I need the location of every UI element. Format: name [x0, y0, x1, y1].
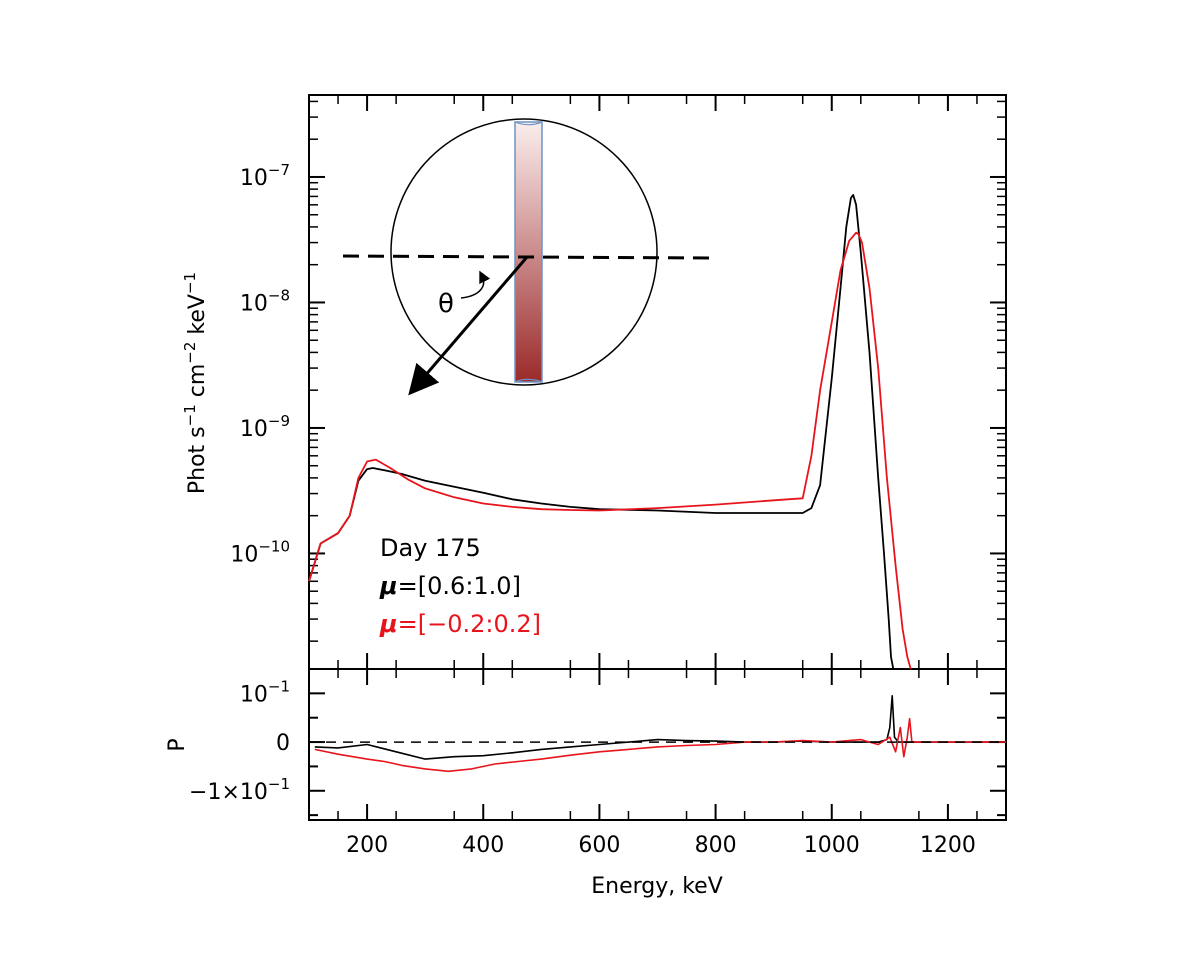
y-label-unit: Phot s: [185, 426, 210, 494]
polarization-series-red: [314, 717, 1006, 773]
x-tick-label: 400: [462, 833, 504, 858]
y-tick-base: 10: [240, 682, 268, 707]
y-tick-base: −1×10: [189, 780, 268, 805]
y-tick-label: 10−7: [240, 161, 290, 191]
legend-title: Day 175: [380, 534, 481, 562]
polarization-series-black: [314, 694, 1006, 760]
x-axis-label: Energy, keV: [591, 874, 723, 899]
y-label-unit: keV: [185, 294, 210, 342]
y-tick-exponent: −10: [258, 537, 290, 555]
geometry-inset: θ: [342, 118, 711, 396]
y-tick-base: 10: [240, 166, 268, 191]
y-label-exponent: −2: [181, 342, 199, 364]
flux-series-red: [308, 231, 912, 670]
y-tick-label: 10−8: [240, 286, 290, 316]
legend-range-text: =[0.6:1.0]: [398, 572, 521, 600]
y-tick-label: 10−9: [240, 412, 290, 442]
y-tick-label: 10−10: [230, 537, 290, 567]
x-tick-labels: 200 400 600 800 1000 1200: [346, 833, 976, 858]
y-label-exponent: −1: [181, 272, 199, 294]
inset-theta-label: θ: [438, 289, 454, 319]
flux-series-black: [308, 193, 895, 670]
x-tick-label: 200: [346, 833, 388, 858]
y-tick-base: 10: [240, 417, 268, 442]
legend-entry-red: μ=[−0.2:0.2]: [379, 610, 541, 638]
y-tick-base: 10: [240, 291, 268, 316]
legend-entry-black: μ=[0.6:1.0]: [379, 572, 521, 600]
inset-slab: [514, 121, 543, 383]
y-label-exponent: −1: [181, 404, 199, 426]
x-tick-label: 1000: [804, 833, 860, 858]
y-tick-exponent: −7: [268, 161, 290, 179]
inset-angle-arc: [460, 270, 491, 299]
inset-slab-outline: [514, 121, 543, 383]
legend-mu-symbol: μ: [379, 610, 398, 638]
y-tick-label: 10−1: [240, 677, 290, 707]
bottom-y-axis-label: P: [165, 738, 190, 751]
legend-mu-symbol: μ: [379, 572, 398, 600]
legend: Day 175 μ=[0.6:1.0] μ=[−0.2:0.2]: [379, 534, 541, 638]
y-tick-exponent: −8: [268, 286, 290, 304]
bottom-panel-frame: [308, 668, 1007, 821]
y-label-unit: cm: [185, 364, 210, 405]
y-tick-label: 0: [276, 731, 290, 756]
x-tick-label: 800: [695, 833, 737, 858]
tick-marks: [309, 95, 1006, 820]
legend-range-text: =[−0.2:0.2]: [398, 610, 541, 638]
bottom-y-tick-labels: 10−10−1×10−1: [189, 677, 290, 804]
y-tick-exponent: −1: [268, 677, 290, 695]
x-tick-label: 1200: [920, 833, 976, 858]
y-tick-label: −1×10−1: [189, 775, 290, 805]
inset-direction-arrow: [408, 256, 529, 396]
top-y-axis-label: Phot s−1 cm−2 keV−1: [181, 272, 210, 494]
y-tick-exponent: −9: [268, 412, 290, 430]
y-tick-exponent: −1: [268, 775, 290, 793]
x-tick-label: 600: [578, 833, 620, 858]
y-tick-base: 10: [230, 542, 258, 567]
series-lines: [308, 193, 1006, 773]
